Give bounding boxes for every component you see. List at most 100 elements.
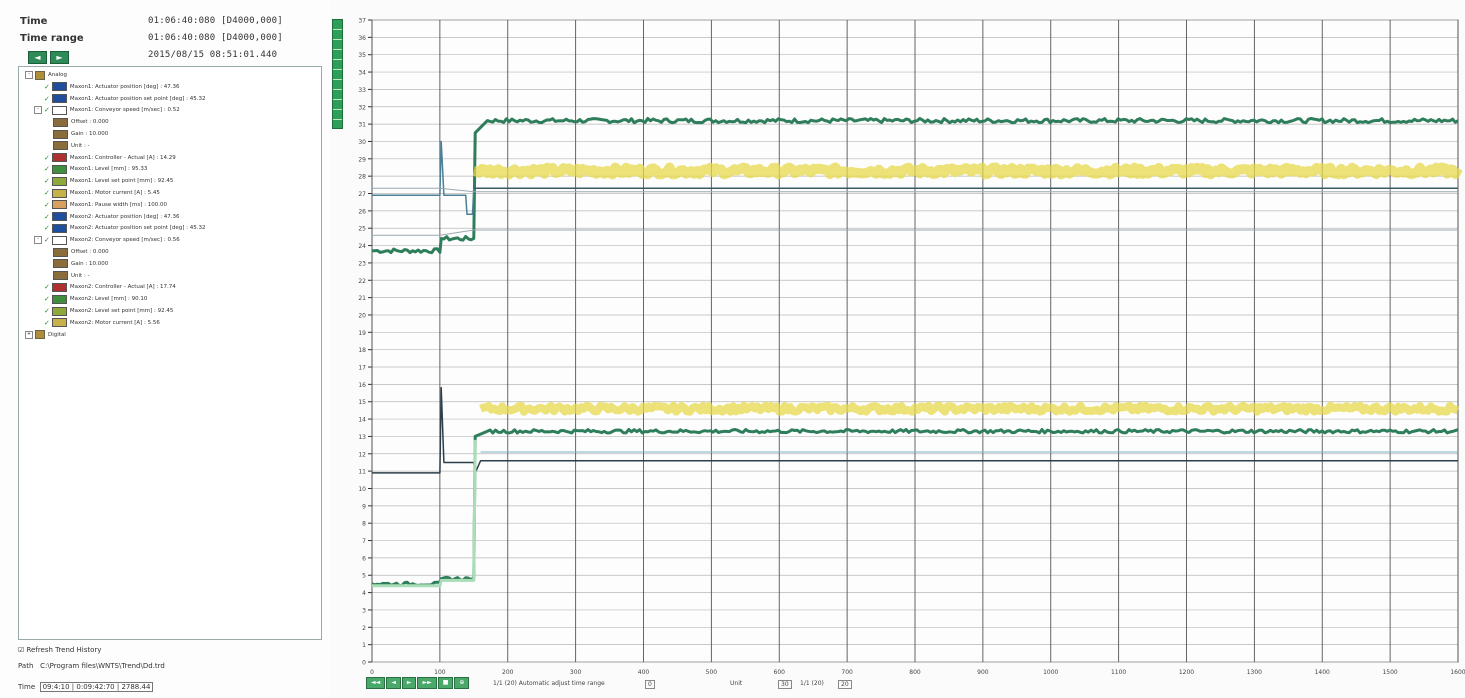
tree-item[interactable]: - ✓ Maxon1: Conveyor speed [m/sec] : 0.52 — [34, 105, 180, 115]
toolbar-cell[interactable] — [333, 100, 342, 110]
tree-item[interactable]: ✓ Maxon1: Actuator position set point [de… — [34, 94, 205, 104]
tree-item[interactable]: ✓ Maxon1: Level [mm] : 95.33 — [34, 164, 147, 174]
x-tick-label: 1000 — [1043, 669, 1058, 676]
toolbar-cell[interactable] — [333, 90, 342, 100]
tree-item[interactable]: ✓ Maxon1: Controller - Actual [A] : 14.29 — [34, 153, 176, 163]
toolbar-cell[interactable] — [333, 70, 342, 80]
checkbox-icon[interactable]: ✓ — [44, 200, 50, 209]
expand-toggle-icon[interactable]: - — [25, 71, 33, 79]
tree-item-label: Maxon2: Actuator position set point [deg… — [69, 225, 206, 232]
y-tick-label: 4 — [362, 590, 366, 597]
playback-button[interactable]: ◄ — [386, 677, 401, 689]
checkbox-icon[interactable]: ✓ — [44, 295, 50, 304]
tree-item[interactable]: Unit : - — [43, 271, 90, 281]
checkbox-icon[interactable]: ✓ — [44, 224, 50, 233]
refresh-checkbox-label: ☑ Refresh Trend History — [18, 646, 102, 654]
y-tick-label: 21 — [358, 295, 366, 302]
expand-toggle-icon[interactable]: - — [34, 106, 42, 115]
checkbox-icon[interactable]: ✓ — [44, 236, 50, 245]
expand-toggle-icon[interactable]: + — [25, 330, 33, 339]
refresh-checkbox[interactable]: ☑ Refresh Trend History — [18, 646, 101, 654]
y-tick-label: 9 — [362, 503, 366, 510]
prev-button[interactable]: ◄ — [28, 51, 47, 64]
value2-box[interactable]: 30 — [778, 680, 792, 689]
toolbar-cell[interactable] — [333, 40, 342, 50]
toolbar-cell[interactable] — [333, 20, 342, 30]
tree-item-label: Gain : 10.000 — [71, 260, 109, 267]
signal-tree[interactable]: - Analog ✓ Maxon1: Actuator position [deg] … — [18, 66, 322, 640]
path-value: C:\Program files\WNTS\Trend\Dd.trd — [40, 662, 165, 670]
y-tick-label: 28 — [358, 174, 366, 181]
toolbar-cell[interactable] — [333, 50, 342, 60]
tree-item-label: Analog — [48, 72, 68, 78]
y-tick-label: 20 — [358, 312, 366, 319]
checkbox-icon[interactable]: ✓ — [44, 153, 50, 162]
tree-item[interactable]: ✓ Maxon2: Level [mm] : 90.10 — [34, 294, 147, 304]
checkbox-icon[interactable]: ✓ — [44, 82, 50, 91]
tree-item[interactable]: ✓ Maxon2: Motor current [A] : 5.56 — [34, 318, 160, 328]
tree-item-label: Maxon2: Actuator position [deg] : 47.36 — [69, 213, 180, 220]
checkbox-icon[interactable]: ✓ — [44, 94, 50, 103]
y-tick-label: 18 — [358, 347, 366, 354]
playback-button[interactable]: ◄◄ — [366, 677, 386, 689]
checkbox-icon[interactable]: ✓ — [44, 318, 50, 327]
tree-item[interactable]: Offset : 0.000 — [43, 117, 109, 127]
series-line — [372, 387, 1458, 474]
y-tick-label: 2 — [362, 625, 366, 632]
expand-toggle-icon[interactable]: - — [34, 236, 42, 245]
checkbox-icon[interactable]: ✓ — [44, 212, 50, 221]
trend-chart[interactable]: 0123456789101112131415161718192021222324… — [330, 14, 1465, 698]
checkbox-icon[interactable]: ✓ — [44, 283, 50, 292]
value1-field[interactable]: 0 — [645, 680, 655, 689]
checkbox-icon[interactable]: ✓ — [44, 165, 50, 174]
toolbar-cell[interactable] — [333, 80, 342, 90]
value3-box[interactable]: 20 — [838, 680, 852, 689]
x-tick-label: 700 — [841, 669, 853, 676]
tree-item[interactable]: Offset : 0.000 — [43, 247, 109, 257]
x-tick-label: 200 — [502, 669, 514, 676]
checkbox-icon[interactable]: ✓ — [44, 177, 50, 186]
playback-button[interactable]: ►► — [417, 677, 437, 689]
tree-item[interactable]: ✓ Maxon1: Motor current [A] : 5.45 — [34, 188, 160, 198]
vertical-toolbar[interactable] — [332, 19, 343, 129]
tree-item[interactable]: Unit : - — [43, 141, 90, 151]
y-tick-label: 13 — [358, 434, 366, 441]
value2-field[interactable]: 30 — [778, 680, 792, 689]
tree-item[interactable]: + Digital — [25, 330, 66, 340]
tree-item[interactable]: ✓ Maxon2: Level set point [mm] : 92.45 — [34, 306, 173, 316]
tree-item[interactable]: ✓ Maxon2: Controller - Actual [A] : 17.74 — [34, 282, 176, 292]
value1-box[interactable]: 0 — [645, 680, 655, 689]
tree-item-label: Maxon2: Level set point [mm] : 92.45 — [69, 308, 174, 314]
checkbox-icon[interactable]: ✓ — [44, 106, 50, 115]
y-tick-label: 34 — [358, 70, 366, 77]
color-swatch — [51, 164, 67, 174]
tree-item[interactable]: Gain : 10.000 — [43, 259, 108, 269]
x-tick-label: 300 — [570, 669, 582, 676]
value3-field[interactable]: 20 — [838, 680, 852, 689]
y-tick-label: 29 — [358, 156, 366, 163]
checkbox-icon[interactable]: ✓ — [44, 307, 50, 315]
next-button[interactable]: ► — [50, 51, 69, 64]
time-field-input[interactable]: 09:4:10 | 0:09:42:70 | 2788.44 — [39, 682, 154, 692]
checkbox-icon[interactable]: ✓ — [44, 189, 50, 197]
tree-item[interactable]: - ✓ Maxon2: Conveyor speed [m/sec] : 0.56 — [34, 235, 180, 245]
date-value: 2015/08/15 08:51:01.440 — [148, 50, 278, 60]
tree-item[interactable]: ✓ Maxon2: Actuator position [deg] : 47.36 — [34, 212, 180, 222]
toolbar-cell[interactable] — [333, 60, 342, 70]
playback-button[interactable]: ■ — [437, 677, 454, 689]
playback-button[interactable]: ⊕ — [454, 677, 470, 689]
tree-item[interactable]: ✓ Maxon1: Pause width [ms] : 100.00 — [34, 200, 167, 210]
playback-button[interactable]: ► — [401, 677, 417, 689]
tree-item-label: Offset : 0.000 — [71, 119, 109, 126]
toolbar-cell[interactable] — [333, 110, 342, 120]
tree-item[interactable]: ✓ Maxon2: Actuator position set point [de… — [34, 223, 205, 233]
y-tick-label: 25 — [358, 226, 366, 233]
x-tick-label: 0 — [370, 669, 374, 676]
tree-item[interactable]: - Analog — [25, 70, 67, 80]
tree-item[interactable]: ✓ Maxon1: Actuator position [deg] : 47.36 — [34, 82, 180, 92]
y-tick-label: 10 — [358, 486, 366, 493]
tree-item[interactable]: Gain : 10.000 — [43, 129, 108, 139]
series-line — [372, 117, 1459, 255]
tree-item[interactable]: ✓ Maxon1: Level set point [mm] : 92.45 — [34, 176, 173, 186]
toolbar-cell[interactable] — [333, 30, 342, 40]
